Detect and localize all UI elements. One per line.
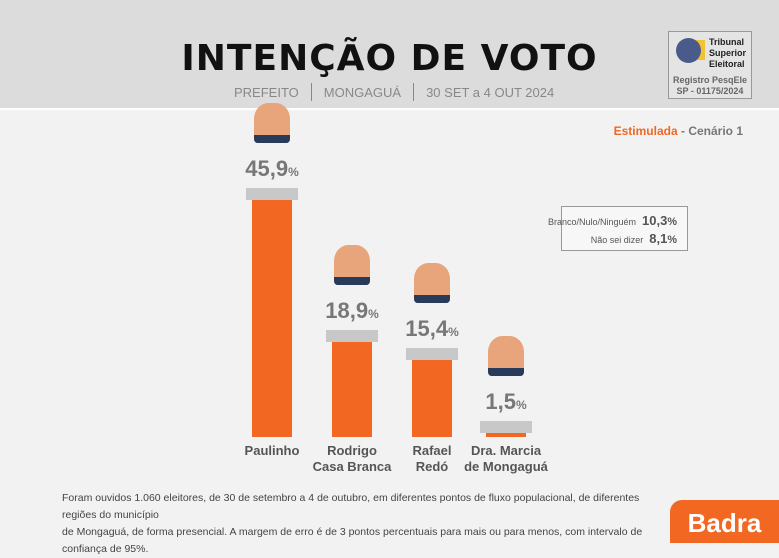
period: 30 SET a 4 OUT 2024: [426, 84, 555, 100]
candidate-photo: [488, 336, 524, 376]
other-unit: %: [667, 216, 677, 228]
brand-logo: Badra: [670, 500, 779, 543]
bar-cap: [326, 329, 378, 342]
tse-name: Eleitoral: [709, 59, 745, 69]
category-label: Rodrigo Casa Branca: [312, 443, 392, 474]
bar: [486, 429, 526, 437]
bar-cap: [246, 188, 298, 201]
tse-globe-icon: [676, 38, 701, 63]
scenario-type: Estimulada: [613, 124, 678, 138]
registry-label: Registro PesqEle: [672, 75, 748, 85]
value-label: 45,9%: [245, 156, 299, 182]
other-value: 10,3: [642, 213, 668, 228]
scenario-name: Cenário 1: [688, 124, 743, 138]
others-box: Branco/Nulo/Ninguém 10,3% Não sei dizer 8,…: [548, 206, 688, 251]
city: MONGAGUÁ: [323, 84, 402, 100]
bar: [252, 196, 292, 437]
bar-cap: [480, 421, 532, 433]
candidate-photo: [254, 103, 290, 144]
other-unit: %: [667, 234, 677, 246]
candidate-photo: [334, 244, 370, 285]
bar: [332, 337, 372, 437]
value-label: 15,4%: [405, 316, 459, 342]
other-label: Não sei dizer: [590, 235, 644, 245]
value-label: 18,9%: [325, 297, 379, 323]
office: PREFEITO: [234, 84, 299, 100]
other-value: 8,1: [649, 231, 668, 246]
tse-name: Superior: [709, 48, 747, 58]
tse-name: Tribunal: [709, 37, 745, 47]
page-title: INTENÇÃO DE VOTO: [181, 38, 598, 79]
footnote-line: de Mongaguá, de forma presencial. A marg…: [62, 526, 643, 555]
category-label: Dra. Marcia de Mongaguá: [464, 443, 548, 474]
subtitle: PREFEITO MONGAGUÁ 30 SET a 4 OUT 2024: [234, 83, 554, 101]
bar: [412, 356, 452, 437]
registry-number: SP - 01175/2024: [676, 86, 744, 96]
category-label: Paulinho: [244, 443, 300, 458]
scenario: Estimulada - Cenário 1: [614, 124, 743, 138]
tse-seal: Tribunal Superior Eleitoral Registro PesqE…: [668, 31, 752, 99]
candidate-photo: [414, 263, 450, 304]
bar-cap: [406, 348, 458, 361]
category-label: Rafael Redó: [412, 443, 452, 474]
value-label: 1,5%: [485, 389, 527, 414]
scenario-sep: -: [677, 124, 689, 138]
footnote-line: Foram ouvidos 1.060 eleitores, de 30 de …: [62, 492, 640, 521]
other-label: Branco/Nulo/Ninguém: [548, 217, 637, 227]
header: INTENÇÃO DE VOTO PREFEITO MONGAGUÁ 30 SE…: [0, 0, 779, 110]
footnote: Foram ouvidos 1.060 eleitores, de 30 de …: [62, 490, 662, 558]
